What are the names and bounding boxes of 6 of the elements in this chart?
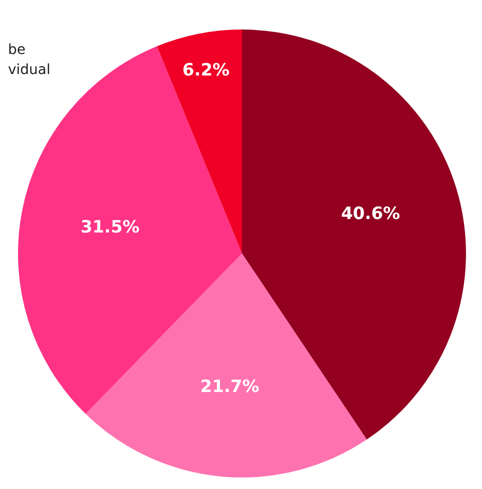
data-label: 6.2%	[182, 60, 230, 81]
text: be	[8, 41, 26, 60]
data-label: 21.7%	[200, 376, 260, 397]
data-label: 31.5%	[80, 217, 140, 238]
text: vidual	[8, 61, 50, 80]
data-label: 40.6%	[341, 204, 400, 224]
